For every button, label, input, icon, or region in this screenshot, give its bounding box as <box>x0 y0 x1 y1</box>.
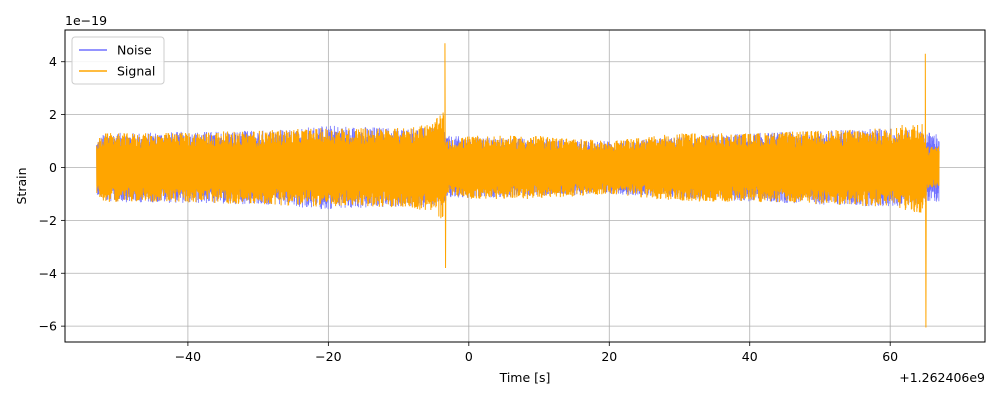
legend-box <box>71 36 165 85</box>
x-tick-label: −40 <box>175 349 201 364</box>
x-tick-label: 20 <box>601 349 617 364</box>
y-axis-label: Strain <box>14 167 29 204</box>
legend: Noise Signal <box>71 36 165 85</box>
y-tick-label: 4 <box>49 54 57 69</box>
y-tick-label: 0 <box>49 160 57 175</box>
x-tick-label: −20 <box>315 349 341 364</box>
y-tick-label: −2 <box>39 213 57 228</box>
x-ticks: −40 −20 0 20 40 60 <box>175 342 898 364</box>
y-tick-label: 2 <box>49 107 57 122</box>
axes-frame <box>64 29 986 343</box>
plot-area <box>96 43 940 328</box>
x-tick-label: 0 <box>465 349 473 364</box>
y-tick-label: −6 <box>39 319 57 334</box>
y-scale-label: 1e−19 <box>65 13 107 28</box>
y-tick-label: −4 <box>39 266 57 281</box>
legend-label-signal: Signal <box>117 64 155 79</box>
legend-label-noise: Noise <box>117 43 152 58</box>
x-tick-label: 40 <box>742 349 758 364</box>
y-ticks: 4 2 0 −2 −4 −6 <box>39 54 65 334</box>
x-tick-label: 60 <box>882 349 898 364</box>
series-line-signal <box>96 43 940 328</box>
x-axis-label: Time [s] <box>499 370 551 385</box>
x-offset-label: +1.262406e9 <box>899 370 985 385</box>
